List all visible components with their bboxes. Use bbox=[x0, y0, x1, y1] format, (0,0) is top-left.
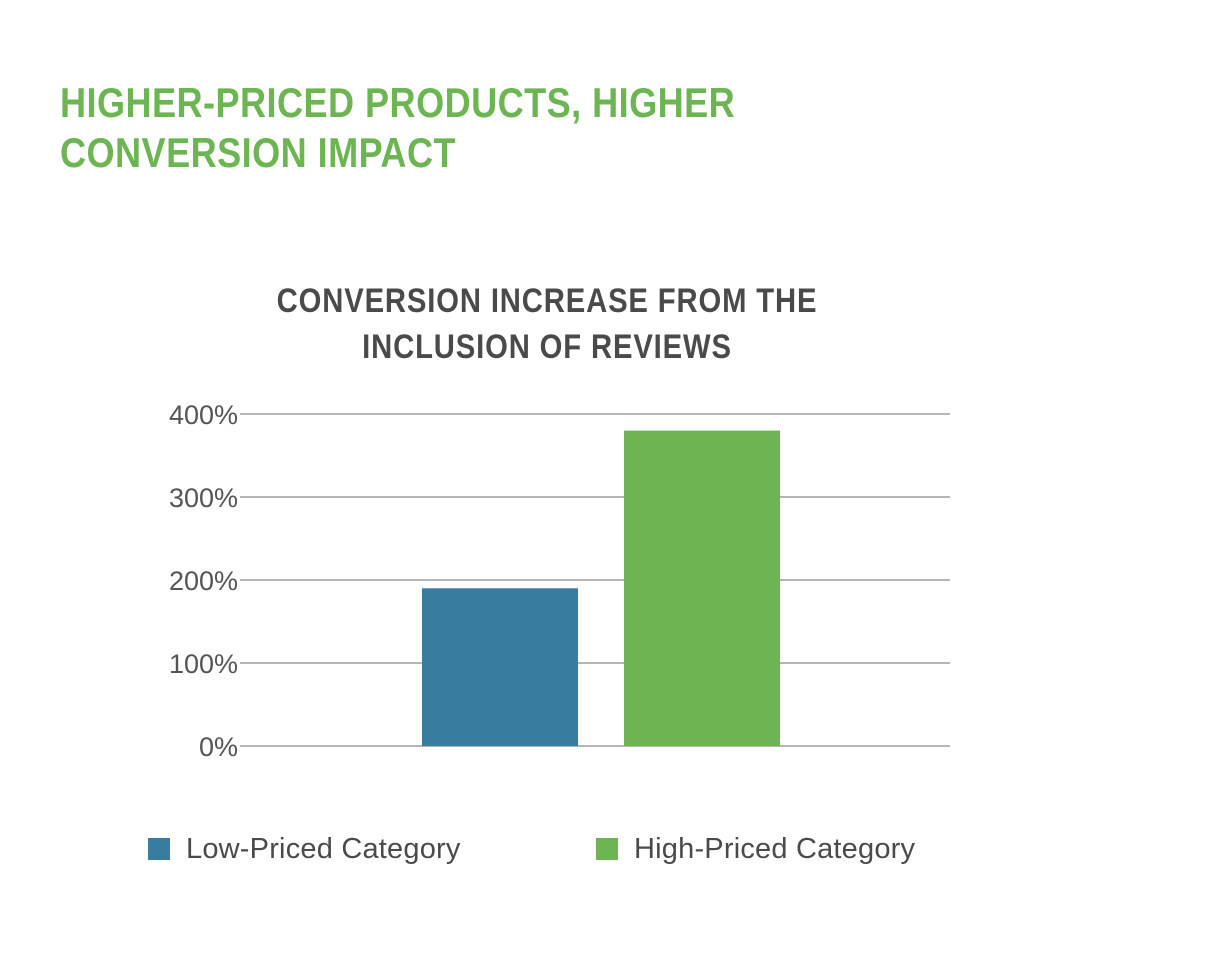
headline-line-2: CONVERSION IMPACT bbox=[60, 129, 456, 176]
chart-title: CONVERSION INCREASE FROM THE INCLUSION O… bbox=[246, 278, 848, 370]
page-headline: HIGHER-PRICED PRODUCTS, HIGHER CONVERSIO… bbox=[60, 78, 748, 178]
legend-label-high-priced: High-Priced Category bbox=[634, 832, 916, 865]
bars bbox=[422, 430, 780, 746]
y-tick-label-300: 300% bbox=[169, 483, 238, 513]
legend-item-high-priced: High-Priced Category bbox=[596, 827, 915, 871]
chart-title-line-2: INCLUSION OF REVIEWS bbox=[362, 328, 732, 366]
y-tick-label-100: 100% bbox=[169, 649, 238, 679]
legend-swatch-high-priced bbox=[596, 838, 618, 860]
legend-label-low-priced: Low-Priced Category bbox=[186, 832, 461, 865]
headline-line-1: HIGHER-PRICED PRODUCTS, HIGHER bbox=[60, 79, 736, 126]
y-tick-label-200: 200% bbox=[169, 566, 238, 596]
y-tick-label-400: 400% bbox=[169, 400, 238, 430]
gridlines bbox=[240, 413, 950, 747]
legend-item-low-priced: Low-Priced Category bbox=[148, 827, 461, 871]
y-tick-label-0: 0% bbox=[199, 732, 238, 762]
y-axis-tick-labels: 0% 100% 200% 300% 400% bbox=[169, 400, 238, 762]
chart-title-line-1: CONVERSION INCREASE FROM THE bbox=[276, 282, 818, 320]
legend-swatch-low-priced bbox=[148, 838, 170, 860]
bar-high-priced bbox=[624, 430, 780, 746]
bar-low-priced bbox=[422, 588, 578, 746]
chart-legend: Low-Priced Category High-Priced Category bbox=[0, 827, 1206, 871]
